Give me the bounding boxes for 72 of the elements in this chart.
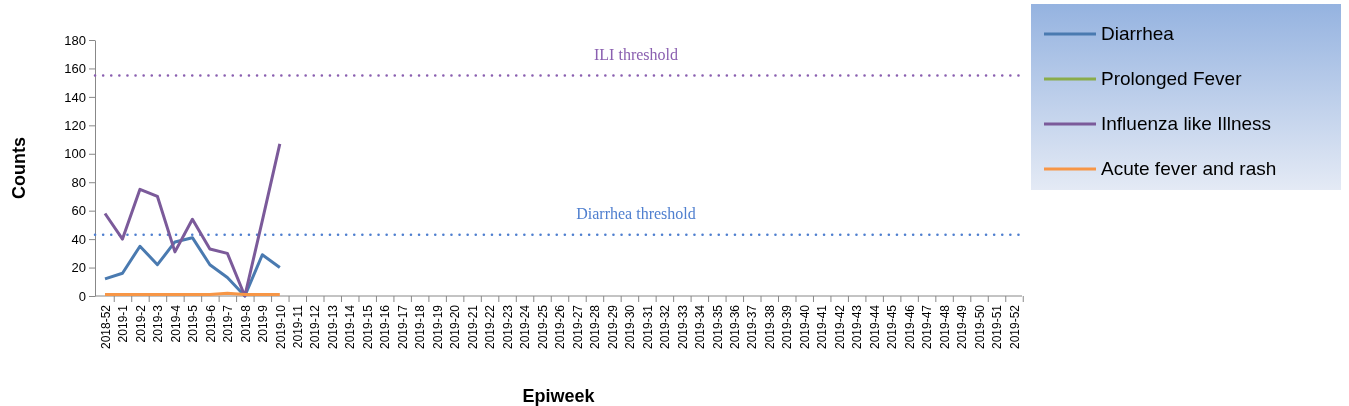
y-axis-title: Counts [9,137,29,199]
legend-label: Diarrhea [1101,23,1175,44]
x-tick-label: 2019-23 [500,304,515,350]
x-tick-label: 2019-24 [518,304,533,350]
x-tick-label: 2019-10 [273,304,288,350]
x-tick-label: 2019-34 [693,304,708,350]
x-tick-label: 2019-47 [920,304,935,350]
x-tick-label: 2019-2 [133,304,148,343]
x-tick-label: 2019-48 [937,304,952,350]
ref-line-label: ILI threshold [594,45,678,63]
x-tick-label: 2019-42 [832,304,847,350]
x-tick-label: 2019-38 [762,304,777,350]
x-tick-label: 2019-26 [553,304,568,350]
x-tick-label: 2019-16 [378,304,393,350]
y-tick-label: 180 [64,32,86,48]
x-tick-label: 2019-7 [221,304,236,343]
x-tick-label: 2019-27 [570,304,585,350]
x-tick-label: 2019-22 [483,304,498,350]
x-tick-label: 2019-37 [745,304,760,350]
x-tick-label: 2019-9 [256,304,271,343]
line-series [103,142,282,298]
x-tick-label: 2019-36 [728,304,743,350]
legend-label: Influenza like Illness [1101,113,1272,134]
x-tick-label: 2019-33 [675,304,690,350]
x-tick-label: 2019-3 [151,304,166,343]
legend-label: Prolonged Fever [1101,68,1243,89]
x-tick-label: 2019-46 [902,304,917,350]
y-tick-label: 140 [64,89,86,105]
x-tick-label: 2019-21 [465,304,480,350]
x-tick-label: 2019-6 [203,304,218,343]
x-tick-label: 2019-1 [116,304,131,343]
x-tick-label: 2019-43 [850,304,865,350]
x-tick-label: 2019-17 [395,304,410,350]
y-tick-label: 0 [78,288,86,304]
y-tick-label: 120 [64,117,86,133]
x-tick-label: 2019-32 [658,304,673,350]
legend-label: Acute fever and rash [1101,158,1277,179]
x-tick-label: 2019-11 [290,304,305,349]
x-tick-label: 2019-41 [815,304,830,350]
x-tick-label: 2019-5 [186,304,201,343]
x-tick-label: 2019-25 [535,304,550,350]
x-tick-label: 2019-44 [867,304,882,350]
y-tick-label: 20 [71,260,86,276]
ref-line-label: Diarrhea threshold [576,204,696,222]
x-tick-label: 2019-30 [623,304,638,350]
x-tick-label: 2019-20 [448,304,463,350]
x-tick-label: 2019-18 [413,304,428,350]
y-tick-label: 40 [71,231,86,247]
y-tick-label: 80 [71,174,86,190]
x-tick-label: 2019-19 [430,304,445,350]
y-tick-label: 60 [71,203,86,219]
x-tick-label: 2019-29 [605,304,620,350]
x-tick-label: 2019-4 [168,304,183,343]
x-tick-label: 2019-15 [360,304,375,350]
x-tick-label: 2019-35 [710,304,725,350]
x-tick-label: 2019-12 [308,304,323,350]
y-tick-label: 100 [64,146,86,162]
x-tick-label: 2018-52 [98,304,113,350]
x-tick-label: 2019-52 [1007,304,1022,350]
x-tick-label: 2019-13 [325,304,340,350]
x-tick-label: 2019-45 [885,304,900,350]
x-axis-title: Epiweek [522,386,596,406]
x-tick-label: 2019-31 [640,304,655,350]
x-tick-label: 2019-8 [238,304,253,343]
y-tick-label: 160 [64,61,86,77]
x-tick-label: 2019-40 [797,304,812,350]
x-tick-label: 2019-50 [972,304,987,350]
x-tick-label: 2019-51 [990,304,1005,350]
x-tick-label: 2019-49 [955,304,970,350]
x-tick-label: 2019-28 [588,304,603,350]
x-tick-label: 2019-14 [343,304,358,350]
x-tick-label: 2019-39 [780,304,795,350]
